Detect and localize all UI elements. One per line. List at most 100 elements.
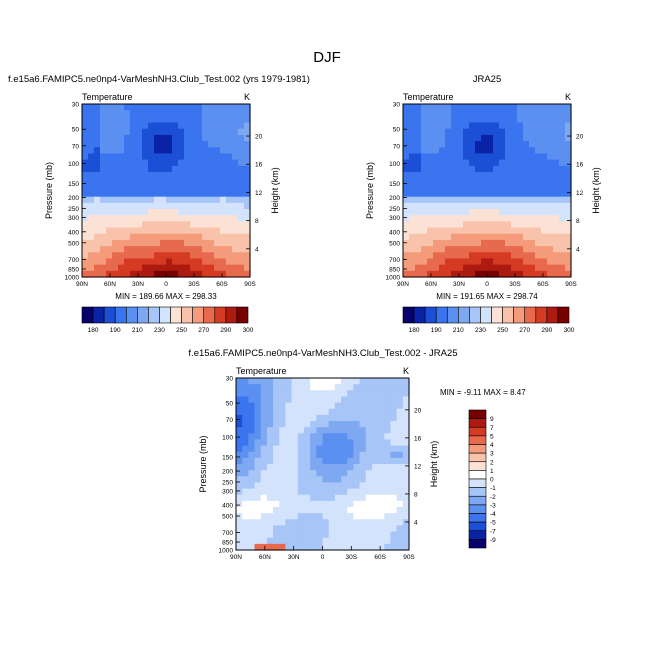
contour-cell xyxy=(220,147,227,155)
contour-cell xyxy=(220,221,227,229)
contour-cell xyxy=(236,543,243,551)
contour-cell xyxy=(285,433,293,441)
contour-cell xyxy=(154,153,161,161)
contour-cell xyxy=(226,246,233,253)
contour-cell xyxy=(285,543,293,551)
contour-cell xyxy=(451,233,458,241)
contour-cell xyxy=(511,159,518,167)
contour-cell xyxy=(396,439,404,447)
contour-cell xyxy=(511,116,518,124)
contour-cell xyxy=(427,153,434,161)
contour-cell xyxy=(202,258,209,266)
contour-cell xyxy=(451,104,458,111)
contour-cell xyxy=(384,525,392,533)
contour-cell xyxy=(244,122,251,130)
contour-cell xyxy=(82,233,89,241)
contour-cell xyxy=(378,476,385,484)
contour-cell xyxy=(160,134,167,142)
contour-cell xyxy=(148,147,155,155)
contour-cell xyxy=(334,457,342,465)
min-max-stats: MIN = 189.66 MAX = 298.33 xyxy=(115,292,217,301)
contour-cell xyxy=(322,390,330,398)
contour-cell xyxy=(297,464,305,471)
contour-cell xyxy=(565,122,572,130)
contour-cell xyxy=(322,482,330,490)
contour-cell xyxy=(409,246,416,253)
contour-cell xyxy=(523,104,530,111)
contour-cell xyxy=(481,147,488,155)
contour-cell xyxy=(260,482,268,490)
contour-cell xyxy=(481,239,488,247)
contour-cell xyxy=(254,482,262,490)
contour-cell xyxy=(82,147,89,155)
contour-cell xyxy=(353,500,361,508)
colorbar-swatch xyxy=(468,521,487,532)
contour-cell xyxy=(88,270,95,278)
contour-cell xyxy=(541,239,548,247)
contour-cell xyxy=(535,147,542,155)
contour-cell xyxy=(273,384,280,391)
contour-cell xyxy=(493,209,500,216)
contour-cell xyxy=(353,384,361,391)
contour-cell xyxy=(365,390,373,398)
contour-cell xyxy=(421,258,428,266)
contour-cell xyxy=(341,427,348,434)
contour-cell xyxy=(196,258,203,266)
contour-cell xyxy=(371,408,379,416)
contour-cell xyxy=(499,246,506,253)
contour-cell xyxy=(457,116,464,124)
contour-cell xyxy=(334,482,342,490)
contour-cell xyxy=(226,134,233,142)
contour-cell xyxy=(106,122,113,130)
contour-cell xyxy=(347,513,354,520)
contour-cell xyxy=(260,427,268,434)
contour-cell xyxy=(130,239,137,247)
contour-cell xyxy=(118,221,125,229)
contour-cell xyxy=(402,421,410,428)
contour-cell xyxy=(236,464,243,471)
contour-cell xyxy=(279,494,287,502)
contour-cell xyxy=(124,239,131,247)
colorbar-swatch xyxy=(468,452,487,463)
contour-cell xyxy=(94,233,101,241)
x-tick-label: 30N xyxy=(453,281,465,288)
contour-cell xyxy=(148,264,155,272)
y-tick-label: 200 xyxy=(389,195,400,202)
contour-cell xyxy=(142,258,149,266)
contour-cell xyxy=(166,196,173,204)
contour-cell xyxy=(384,470,392,477)
contour-cell xyxy=(402,439,410,447)
contour-cell xyxy=(316,470,324,477)
colorbar-tick-label: -2 xyxy=(490,494,496,501)
y-tick-label: 250 xyxy=(222,480,233,487)
contour-cell xyxy=(244,141,251,148)
contour-cell xyxy=(214,178,221,185)
contour-cell xyxy=(390,445,398,453)
contour-cell xyxy=(517,128,524,136)
y2-tick-label: 12 xyxy=(576,190,584,197)
contour-cell xyxy=(384,414,392,422)
contour-cell xyxy=(285,427,293,434)
contour-cell xyxy=(130,178,137,185)
contour-cell xyxy=(260,500,268,508)
contour-cell xyxy=(242,451,249,459)
contour-cell xyxy=(421,184,428,192)
contour-cell xyxy=(178,178,185,185)
contour-cell xyxy=(106,104,113,111)
contour-cell xyxy=(523,171,530,179)
contour-cell xyxy=(160,190,167,198)
contour-cell xyxy=(493,190,500,198)
contour-cell xyxy=(94,190,101,198)
contour-cell xyxy=(118,141,125,148)
contour-cell xyxy=(154,264,161,272)
contour-cell xyxy=(196,116,203,124)
contour-cell xyxy=(124,128,131,136)
contour-cell xyxy=(547,258,554,266)
contour-cell xyxy=(487,110,494,117)
contour-cell xyxy=(529,122,536,130)
contour-cell xyxy=(266,457,274,465)
contour-cell xyxy=(359,476,367,484)
contour-cell xyxy=(565,190,572,198)
contour-cell xyxy=(248,494,256,502)
contour-cell xyxy=(82,209,89,216)
